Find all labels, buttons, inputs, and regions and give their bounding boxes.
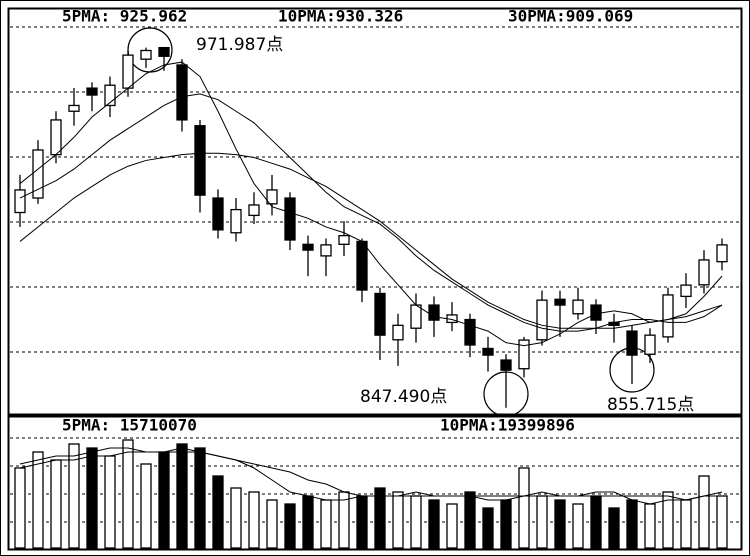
volume-panel [7, 415, 743, 551]
candle-body [680, 284, 692, 298]
volume-bar [50, 459, 62, 549]
volume-bar [176, 443, 188, 549]
candle-body [482, 347, 494, 356]
volume-bar [230, 487, 242, 549]
candle-body [590, 304, 602, 321]
volume-bar [104, 455, 116, 549]
volume-bar [482, 507, 494, 549]
candle-body [572, 299, 584, 315]
ma-header: 5PMA: 15710070 [62, 416, 197, 435]
volume-bar [356, 495, 368, 549]
candle-body [410, 304, 422, 329]
volume-bar [608, 507, 620, 549]
price-panel [7, 7, 743, 416]
volume-bar [212, 475, 224, 549]
volume-bar [122, 439, 134, 549]
candle-body [284, 197, 296, 241]
candle-body [518, 339, 530, 370]
volume-bar [716, 495, 728, 549]
volume-bar [86, 447, 98, 549]
volume-bar [446, 503, 458, 549]
candle-body [716, 244, 728, 263]
candle-body [338, 234, 350, 245]
candle-body [266, 189, 278, 205]
ma-header: 5PMA: 925.962 [62, 7, 187, 26]
candle-body [230, 208, 242, 234]
candle-body [68, 104, 80, 112]
candle-body [32, 149, 44, 199]
candle-body [140, 49, 152, 60]
candle-body [626, 330, 638, 356]
volume-bar [572, 503, 584, 549]
candle-body [248, 204, 260, 217]
candle-body [428, 304, 440, 321]
volume-bar [698, 475, 710, 549]
candle-body [158, 46, 170, 57]
candle-body [536, 299, 548, 341]
candle-body [356, 240, 368, 291]
volume-bar [392, 491, 404, 549]
candle-body [194, 125, 206, 196]
volume-bar [32, 451, 44, 549]
volume-bar [428, 499, 440, 549]
volume-bar [158, 451, 170, 549]
volume-bar [302, 495, 314, 549]
ma-header: 30PMA:909.069 [508, 7, 633, 26]
volume-bar [284, 503, 296, 549]
volume-bar [14, 467, 26, 549]
volume-bar [680, 499, 692, 549]
ma-header: 10PMA:19399896 [440, 416, 575, 435]
volume-bar [662, 491, 674, 549]
volume-bar [536, 495, 548, 549]
moving-average [19, 451, 722, 501]
candle-body [50, 119, 62, 156]
candle-body [662, 294, 674, 338]
moving-average [19, 152, 723, 329]
candle-body [392, 324, 404, 341]
volume-bar [554, 499, 566, 549]
candle-body [176, 64, 188, 121]
candle-body [212, 197, 224, 231]
annotation: 971.987点 [196, 35, 283, 55]
candle-body [104, 84, 116, 107]
volume-bar [266, 499, 278, 549]
candle-body [86, 87, 98, 96]
moving-average [19, 61, 723, 347]
moving-average [19, 93, 723, 332]
ma-header: 10PMA:930.326 [278, 7, 403, 26]
candle-body [464, 318, 476, 346]
volume-bar [644, 503, 656, 549]
candle-body [14, 189, 26, 214]
volume-bar [464, 491, 476, 549]
volume-bar [500, 499, 512, 549]
volume-bar [320, 499, 332, 549]
volume-bar [194, 447, 206, 549]
volume-bar [248, 491, 260, 549]
annotation: 847.490点 [360, 387, 447, 407]
volume-bar [590, 495, 602, 549]
candle-body [554, 298, 566, 306]
volume-bar [518, 467, 530, 549]
candle-body [122, 54, 134, 89]
volume-bar [374, 487, 386, 549]
candle-body [698, 259, 710, 286]
candle-body [374, 292, 386, 336]
candle-body [644, 334, 656, 355]
candle-body [320, 244, 332, 257]
volume-bar [140, 463, 152, 549]
candle-body [302, 243, 314, 251]
volume-bar [626, 499, 638, 549]
volume-bar [68, 443, 80, 549]
annotation: 855.715点 [607, 395, 694, 415]
volume-bar [410, 495, 422, 549]
candle-body [500, 359, 512, 371]
